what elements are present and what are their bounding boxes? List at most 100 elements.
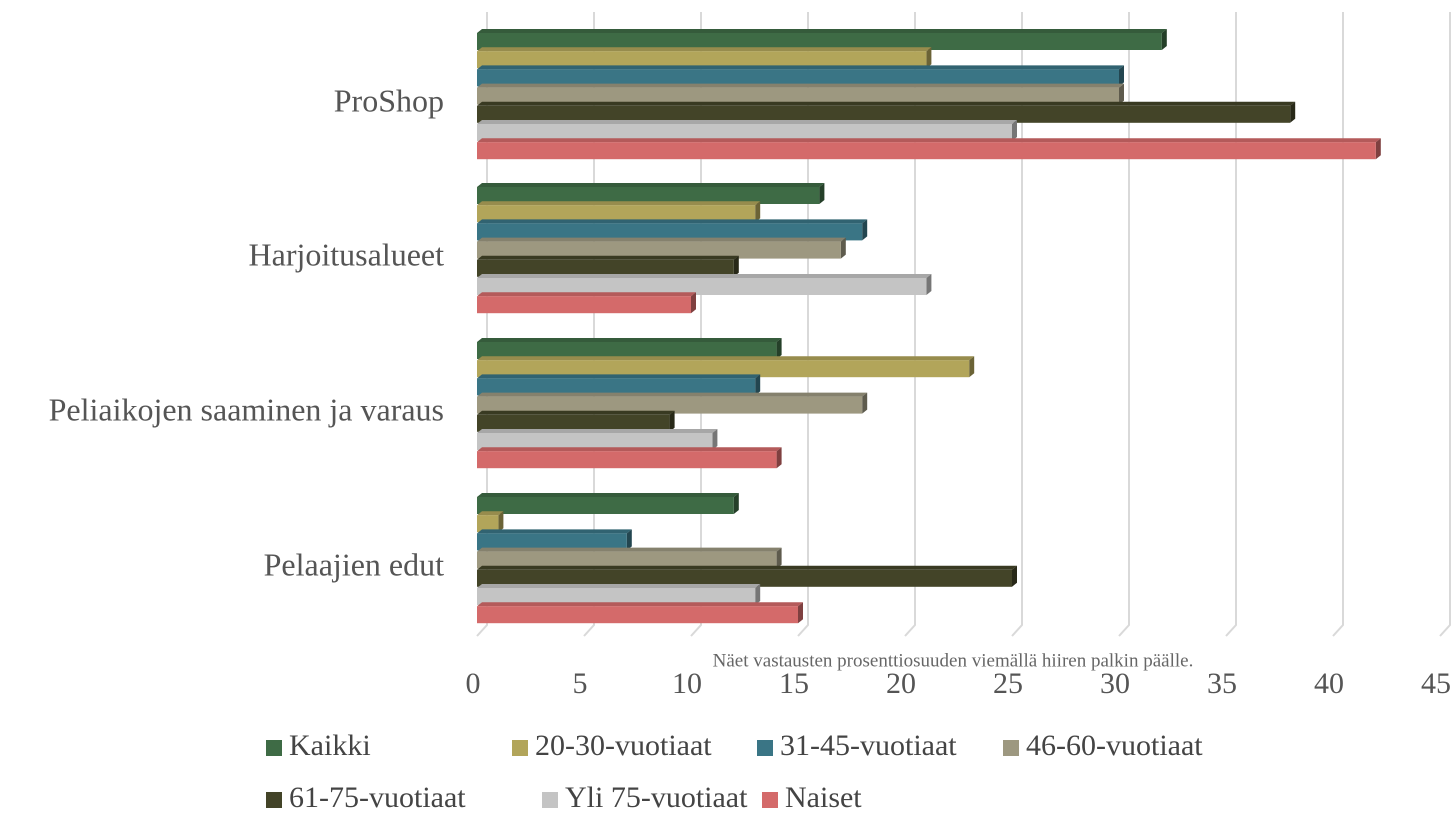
bar (477, 588, 756, 605)
x-tick-label: 0 (466, 667, 481, 700)
bar-top (477, 274, 932, 278)
bar (477, 515, 499, 533)
bar (477, 278, 927, 295)
category-label: Harjoitusalueet (249, 236, 445, 272)
bar-side (1290, 101, 1296, 123)
bar (477, 69, 1119, 87)
bar-side (498, 511, 504, 533)
bar (477, 451, 777, 469)
bar-top (477, 292, 696, 297)
bar-top (477, 374, 761, 379)
grid-line (904, 12, 916, 637)
bar-top (477, 584, 761, 588)
bar (477, 259, 734, 277)
legend-swatch (542, 792, 558, 808)
bar-top (477, 511, 504, 516)
bar-top (477, 183, 825, 187)
bar-top (477, 356, 975, 361)
bar-side (819, 183, 825, 204)
bar-side (755, 201, 761, 223)
legend-label: Yli 75-vuotiaat (565, 781, 748, 814)
bar (477, 396, 863, 414)
bar-side (712, 429, 718, 450)
bar-side (926, 47, 932, 69)
bar (477, 378, 756, 396)
bar-side (755, 584, 761, 605)
bar-top (477, 65, 1124, 70)
bar-side (776, 338, 782, 359)
bar-top (477, 219, 868, 224)
bar-top (477, 29, 1167, 33)
grid-line (1439, 12, 1451, 637)
bar (477, 569, 1012, 587)
annotation: Näet vastausten prosenttiosuuden viemäll… (713, 650, 1194, 671)
legend-swatch (512, 740, 528, 756)
bar (477, 342, 777, 359)
legend-swatch (266, 740, 282, 756)
legend-label: Kaikki (289, 729, 371, 762)
bar-top (477, 138, 1381, 143)
bar (477, 533, 627, 551)
legend-swatch (757, 740, 773, 756)
category-label: Pelaajien edut (264, 546, 444, 582)
x-tick-label: 30 (1100, 667, 1130, 700)
bar-side (1012, 565, 1017, 587)
bar (477, 205, 756, 223)
bar-side (626, 529, 632, 551)
bar-side (862, 219, 868, 241)
bar (477, 551, 777, 569)
bar-top (477, 237, 846, 242)
bar-side (862, 392, 868, 414)
x-tick-label: 35 (1207, 667, 1237, 700)
bar-side (1161, 29, 1167, 50)
bar-top (477, 392, 868, 397)
x-tick-label: 25 (993, 667, 1023, 700)
bar-side (840, 237, 846, 259)
bar-side (733, 493, 739, 514)
legend-label: 20-30-vuotiaat (535, 729, 712, 762)
bar-top (477, 429, 718, 433)
bar-top (477, 447, 782, 452)
legend-label: 46-60-vuotiaat (1026, 729, 1203, 762)
bar (477, 187, 820, 204)
grid-line (1011, 12, 1023, 637)
x-tick-label: 5 (573, 667, 588, 700)
legend-swatch (762, 792, 778, 808)
bar-side (798, 602, 803, 624)
bar-side (776, 447, 782, 469)
bar-top (477, 529, 632, 534)
bar-top (477, 47, 932, 52)
bar-top (477, 120, 1017, 124)
bar-side (926, 274, 932, 295)
legend-label: 31-45-vuotiaat (780, 729, 957, 762)
bar-top (477, 547, 782, 552)
x-tick-label: 40 (1314, 667, 1344, 700)
grid-line (1118, 12, 1130, 637)
bar (477, 105, 1291, 123)
bar (477, 606, 798, 624)
bar-side (755, 374, 761, 396)
bar (477, 414, 670, 432)
bar-side (669, 410, 675, 432)
bar (477, 124, 1012, 141)
x-tick-label: 15 (779, 667, 809, 700)
bar-top (477, 83, 1124, 88)
bar-top (477, 338, 782, 342)
grid-line (1225, 12, 1237, 637)
bar-top (477, 565, 1017, 570)
bar (477, 142, 1376, 160)
x-tick-label: 10 (672, 667, 702, 700)
bar (477, 223, 863, 241)
grid-line (1332, 12, 1344, 637)
bar-side (969, 356, 975, 378)
x-tick-label: 20 (886, 667, 916, 700)
bar-top (477, 602, 803, 607)
bar-top (477, 410, 675, 415)
bar-side (1375, 138, 1381, 160)
bar-top (477, 255, 739, 260)
bar (477, 87, 1119, 105)
bar-side (1119, 83, 1124, 105)
legend-swatch (266, 792, 282, 808)
bar (477, 497, 734, 514)
